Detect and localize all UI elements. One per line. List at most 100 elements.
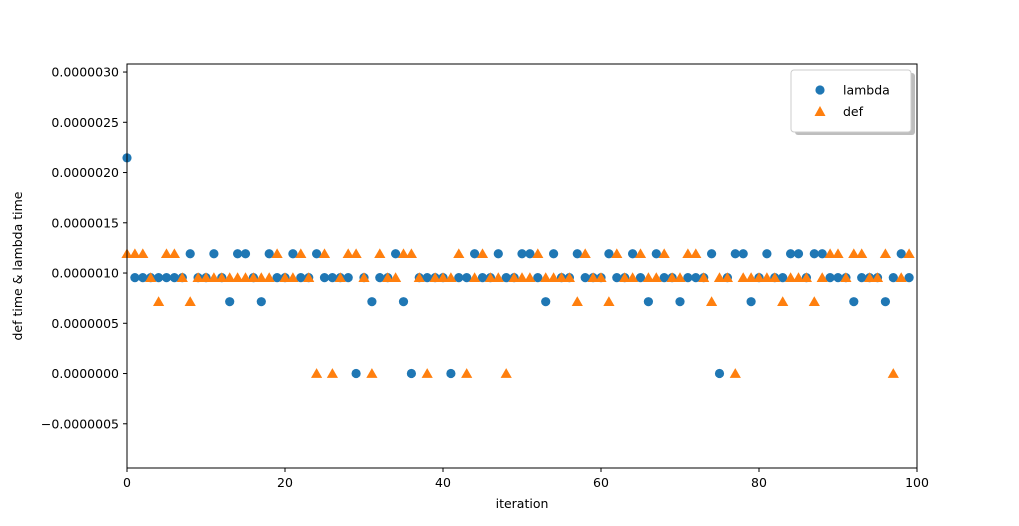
data-point-def (184, 296, 196, 306)
data-point-lambda (651, 249, 661, 259)
data-point-lambda (327, 273, 337, 283)
data-point-def (832, 248, 844, 259)
data-point-lambda (233, 249, 243, 259)
data-point-def (287, 272, 299, 282)
data-point-lambda (256, 297, 266, 307)
data-point-def (318, 248, 331, 259)
data-point-def (311, 368, 323, 378)
legend-label-def: def (843, 104, 864, 119)
data-point-lambda (454, 273, 464, 283)
data-point-def (224, 272, 236, 282)
data-point-def (682, 248, 694, 259)
data-point-lambda (904, 273, 914, 283)
data-point-def (706, 296, 718, 306)
data-point-lambda (825, 273, 835, 283)
data-point-lambda (375, 273, 385, 283)
data-point-lambda (493, 249, 503, 259)
data-point-lambda (849, 297, 859, 307)
data-point-lambda (896, 249, 906, 259)
data-point-def (145, 272, 157, 282)
data-point-def (824, 248, 836, 259)
data-point-def (397, 248, 410, 259)
y-tick-label: 0.0000015 (51, 215, 119, 230)
data-point-lambda (541, 297, 551, 307)
data-point-def (303, 272, 315, 282)
y-tick-label: 0.0000000 (51, 366, 119, 381)
data-point-lambda (130, 273, 140, 283)
data-point-def (658, 248, 670, 259)
data-point-lambda (746, 297, 756, 307)
data-point-lambda (880, 297, 891, 307)
data-point-lambda (793, 249, 804, 259)
data-point-def (279, 272, 291, 282)
data-point-lambda (288, 249, 298, 259)
data-point-def (129, 248, 141, 259)
data-point-def (437, 272, 449, 282)
data-point-def (603, 296, 615, 306)
data-point-def (200, 272, 212, 282)
data-point-lambda (185, 249, 195, 259)
data-point-def (642, 272, 654, 282)
data-point-def (548, 272, 560, 282)
data-point-lambda (470, 249, 480, 259)
data-point-lambda (714, 368, 725, 379)
data-point-def (777, 296, 789, 306)
data-point-def (856, 248, 868, 259)
data-point-def (761, 272, 773, 282)
x-axis-label: iteration (496, 496, 549, 511)
data-point-def (579, 248, 591, 259)
data-point-def (421, 368, 433, 378)
x-tick-label: 40 (435, 475, 451, 490)
data-point-def (895, 272, 907, 282)
data-point-def (405, 248, 417, 259)
data-point-lambda (659, 273, 669, 283)
data-point-def (271, 248, 283, 259)
data-point-def (840, 272, 852, 282)
x-axis: 0 20 40 60 80 100 (123, 468, 929, 490)
data-point-def (532, 248, 544, 259)
data-point-lambda (533, 273, 543, 283)
data-point-lambda (161, 273, 172, 283)
data-point-def (239, 272, 252, 282)
data-point-def (800, 272, 812, 282)
data-point-lambda (707, 249, 717, 259)
data-point-def (666, 272, 678, 282)
data-point-def (453, 248, 465, 259)
data-point-def (864, 272, 876, 282)
data-point-def (192, 272, 204, 282)
data-point-def (674, 272, 686, 282)
data-point-def (484, 272, 496, 282)
data-point-def (571, 296, 583, 306)
data-point-lambda (209, 249, 219, 259)
data-point-def (595, 272, 607, 282)
data-point-lambda (398, 297, 409, 307)
data-point-def (429, 272, 441, 282)
data-point-lambda (517, 249, 527, 259)
x-tick-label: 60 (593, 475, 609, 490)
data-point-lambda (446, 368, 456, 379)
y-tick-label: −0.0000005 (41, 416, 119, 431)
data-point-def (713, 272, 726, 282)
y-tick-label: 0.0000025 (51, 115, 119, 130)
data-point-def (476, 248, 489, 259)
data-point-lambda (240, 249, 251, 259)
data-point-lambda (549, 249, 559, 259)
x-tick-label: 80 (751, 475, 767, 490)
data-point-def (326, 368, 338, 378)
data-point-def (745, 272, 757, 282)
data-point-lambda (312, 249, 322, 259)
data-point-lambda (857, 273, 867, 283)
data-point-lambda (264, 249, 274, 259)
data-point-def (650, 272, 662, 282)
data-point-def (516, 272, 528, 282)
data-point-def (729, 368, 741, 378)
series-def (121, 248, 915, 378)
data-point-def (382, 272, 394, 282)
data-point-def (461, 368, 473, 378)
data-point-lambda (572, 249, 582, 259)
data-point-def (216, 272, 228, 282)
data-point-def (587, 272, 599, 282)
data-point-lambda (675, 297, 685, 307)
data-point-lambda (612, 273, 622, 283)
